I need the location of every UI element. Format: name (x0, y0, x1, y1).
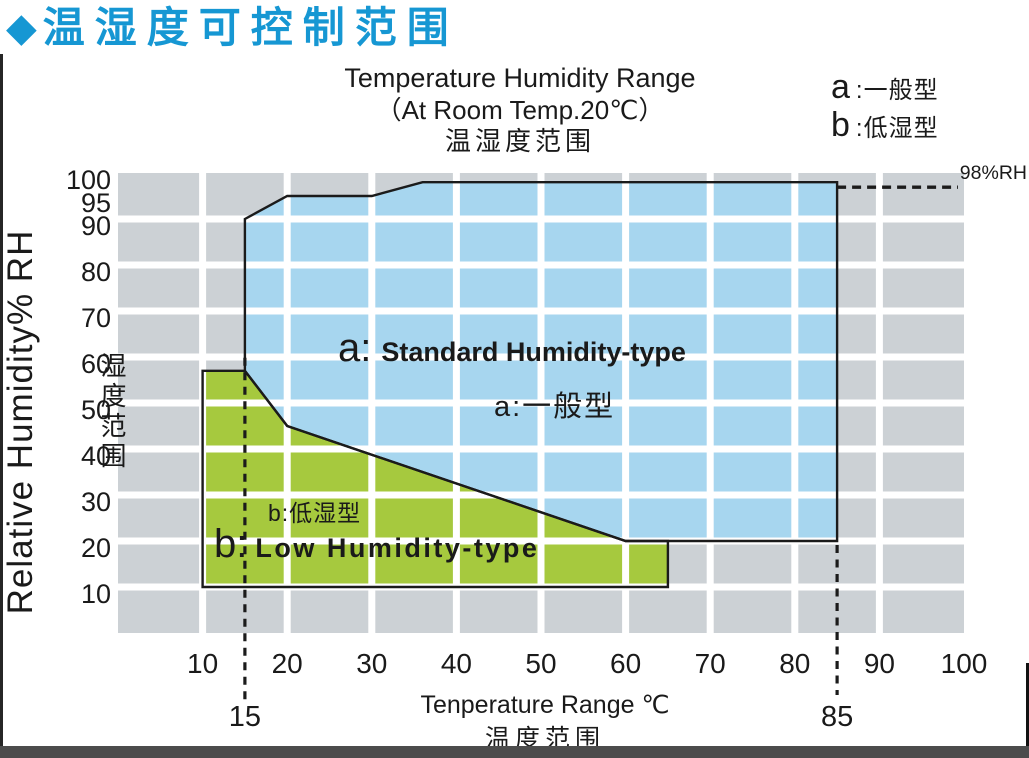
y-tick-50: 50 (81, 395, 111, 425)
page-bottom-bar (0, 746, 1029, 758)
page-right-border (1026, 663, 1029, 758)
region-b-outline (201, 369, 670, 589)
region-b-fill (202, 370, 668, 587)
gridline-h-50 (118, 399, 964, 407)
y-axis-title-cn: 湿度范围 (97, 352, 127, 472)
x-tick-30: 30 (356, 648, 387, 679)
region-a-label-cn: a:一般型 (494, 391, 616, 423)
gridline-h-70 (118, 307, 964, 315)
gridline-h-30 (118, 491, 964, 499)
x-tick-50: 50 (525, 648, 556, 679)
x-tick-80: 80 (779, 648, 810, 679)
region-a-text: Standard Humidity-type (381, 337, 686, 367)
x-tick-10: 10 (187, 648, 218, 679)
y-tick-40: 40 (81, 441, 111, 471)
legend-label-b: :低湿型 (855, 115, 939, 142)
y-tick-20: 20 (81, 533, 111, 563)
y-tick-95: 95 (81, 188, 111, 218)
temp-min-label: 15 (229, 701, 261, 733)
x-tick-60: 60 (610, 648, 641, 679)
legend-item-b: b :低湿型 (831, 106, 939, 144)
gridline-h-20 (118, 537, 964, 545)
region-b-label: b: Low Humidity-type (214, 522, 539, 567)
y-axis-title-text: Relative Humidity% RH (1, 229, 40, 615)
region-b-label-cn: b:低湿型 (268, 500, 362, 526)
y-tick-10: 10 (81, 579, 111, 609)
y-tick-70: 70 (81, 303, 111, 333)
legend-item-a: a :一般型 (831, 68, 939, 106)
chart-title-en: Temperature Humidity Range (344, 63, 696, 93)
rh-max-label: 98%RH (960, 162, 1027, 184)
page-left-border (0, 54, 3, 758)
gridline-h-90 (118, 215, 964, 223)
y-axis-title: Relative Humidity% RH (1, 222, 45, 622)
y-tick-60: 60 (81, 349, 111, 379)
legend-key-a: a (831, 68, 850, 106)
gridline-h-40 (118, 445, 964, 453)
chart-legend: a :一般型 b :低湿型 (831, 68, 939, 144)
x-tick-100: 100 (941, 648, 988, 679)
gridline-h-80 (118, 261, 964, 269)
page-header: ◆ 温湿度可控制范围 (6, 0, 459, 56)
temp-max-label: 85 (821, 701, 853, 733)
y-tick-90: 90 (81, 211, 111, 241)
x-tick-90: 90 (864, 648, 895, 679)
x-axis-title: Tenperature Range ℃ (420, 691, 670, 719)
legend-label-a: :一般型 (855, 77, 939, 104)
region-a-prefix: a: (338, 326, 372, 370)
y-tick-80: 80 (81, 257, 111, 287)
page-title: 温湿度可控制范围 (42, 4, 459, 51)
x-tick-70: 70 (695, 648, 726, 679)
region-a-label: a: Standard Humidity-type (338, 326, 686, 371)
x-tick-20: 20 (272, 648, 303, 679)
x-tick-40: 40 (441, 648, 472, 679)
chart-title-sub: （At Room Temp.20℃） (375, 95, 665, 125)
region-b-prefix: b: (214, 522, 248, 566)
chart-title-cn: 温湿度范围 (444, 126, 595, 156)
diamond-icon: ◆ (6, 6, 37, 50)
y-tick-100: 100 (66, 165, 111, 195)
gridline-h-60 (118, 353, 964, 361)
region-b-text: Low Humidity-type (255, 533, 540, 563)
chart-title-block: Temperature Humidity Range （At Room Temp… (250, 62, 790, 156)
legend-key-b: b (831, 106, 850, 144)
y-tick-30: 30 (81, 487, 111, 517)
